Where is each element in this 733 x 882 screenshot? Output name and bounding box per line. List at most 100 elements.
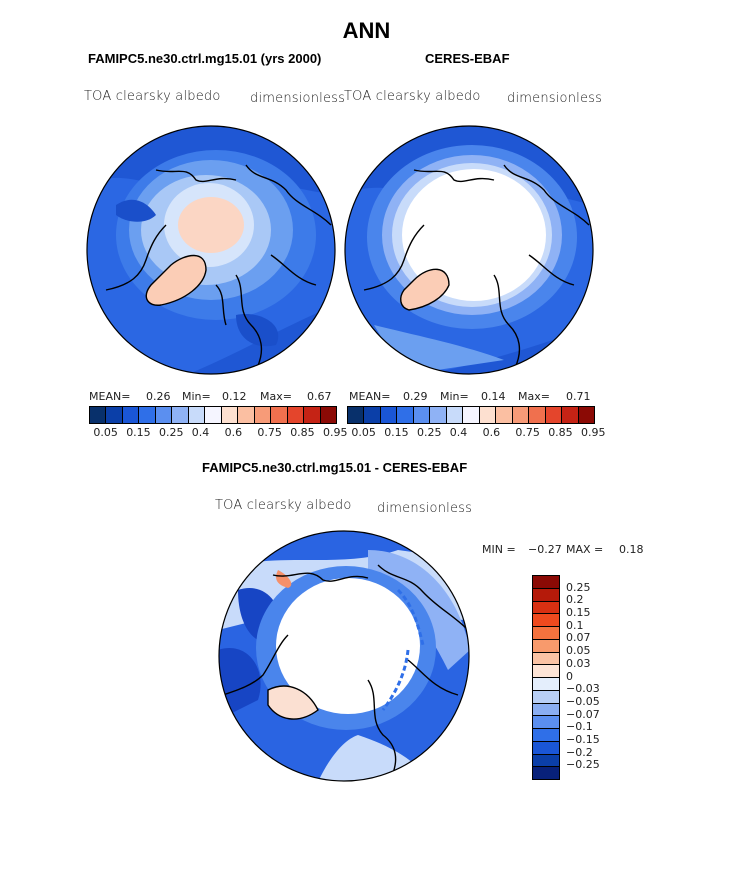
colorbar-tick-label: −0.07	[566, 707, 600, 721]
colorbar-swatch	[287, 407, 305, 423]
diff-units-label: dimensionless	[377, 501, 473, 516]
colorbar-tick-label: −0.1	[566, 720, 593, 734]
colorbar-swatch	[397, 407, 414, 423]
model-colorbar	[89, 406, 337, 424]
obs-variable-label: TOA clearsky albedo	[344, 89, 481, 104]
page-title: ANN	[342, 18, 391, 43]
diff-min-label: MIN =	[482, 543, 516, 556]
obs-min-value: 0.14	[481, 390, 506, 403]
colorbar-swatch	[533, 639, 559, 653]
colorbar-swatch	[533, 665, 559, 678]
colorbar-tick-label: 0.75	[515, 426, 540, 439]
colorbar-swatch	[463, 407, 480, 423]
colorbar-tick-label: 0.85	[548, 426, 573, 439]
colorbar-swatch	[479, 407, 497, 423]
colorbar-tick-label: −0.25	[566, 758, 600, 772]
diff-max-value: 0.18	[619, 543, 644, 556]
colorbar-tick-label: 0.4	[191, 426, 210, 439]
colorbar-tick-label: −0.15	[566, 732, 600, 746]
colorbar-tick-label: 0.6	[224, 426, 243, 439]
colorbar-swatch	[238, 407, 255, 423]
model-mean-value: 0.26	[146, 390, 171, 403]
model-variable-label: TOA clearsky albedo	[84, 89, 221, 104]
colorbar-tick-label: 0.6	[482, 426, 501, 439]
colorbar-swatch	[533, 729, 559, 742]
model-panel-title: FAMIPC5.ne30.ctrl.mg15.01 (yrs 2000)	[88, 51, 322, 66]
colorbar-tick-label: −0.03	[566, 682, 600, 696]
colorbar-swatch	[533, 716, 559, 729]
colorbar-swatch	[446, 407, 464, 423]
diff-max-label: MAX =	[566, 543, 604, 556]
colorbar-swatch	[533, 601, 559, 615]
model-max-value: 0.67	[307, 390, 332, 403]
colorbar-swatch	[304, 407, 321, 423]
colorbar-swatch	[90, 407, 107, 423]
obs-colorbar	[347, 406, 595, 424]
colorbar-swatch	[348, 407, 365, 423]
colorbar-tick-label: 0.05	[566, 644, 591, 658]
colorbar-swatch	[380, 407, 398, 423]
colorbar-swatch	[512, 407, 530, 423]
colorbar-swatch	[106, 407, 123, 423]
obs-units-label: dimensionless	[507, 91, 603, 106]
colorbar-swatch	[254, 407, 272, 423]
colorbar-tick-label: 0.15	[126, 426, 151, 439]
colorbar-tick-label: 0.25	[159, 426, 184, 439]
obs-polar-map	[344, 125, 594, 375]
colorbar-swatch	[533, 703, 559, 717]
colorbar-swatch	[413, 407, 431, 423]
obs-max-label: Max=	[518, 390, 550, 403]
colorbar-swatch	[529, 407, 546, 423]
colorbar-swatch	[533, 614, 559, 627]
colorbar-tick-label: −0.05	[566, 694, 600, 708]
colorbar-swatch	[533, 690, 559, 704]
colorbar-swatch	[578, 407, 595, 423]
colorbar-tick-label: 0.15	[566, 606, 591, 620]
model-polar-map	[86, 125, 336, 375]
diff-min-value: −0.27	[528, 543, 562, 556]
colorbar-swatch	[533, 754, 559, 768]
colorbar-tick-label: 0.07	[566, 631, 591, 645]
model-min-label: Min=	[182, 390, 211, 403]
colorbar-swatch	[562, 407, 579, 423]
diff-polar-map	[218, 530, 470, 782]
diff-variable-label: TOA clearsky albedo	[215, 498, 352, 513]
colorbar-swatch	[533, 767, 559, 779]
colorbar-swatch	[430, 407, 447, 423]
colorbar-swatch	[271, 407, 288, 423]
colorbar-tick-label: 0.2	[566, 593, 584, 607]
colorbar-swatch	[122, 407, 140, 423]
colorbar-tick-label: 0.05	[93, 426, 118, 439]
colorbar-swatch	[364, 407, 381, 423]
colorbar-tick-label: 0	[566, 669, 573, 683]
colorbar-swatch	[533, 652, 559, 666]
colorbar-tick-label: 0.4	[449, 426, 468, 439]
colorbar-tick-label: 0.95	[323, 426, 348, 439]
model-units-label: dimensionless	[250, 91, 346, 106]
colorbar-swatch	[533, 588, 559, 602]
model-min-value: 0.12	[222, 390, 247, 403]
colorbar-swatch	[139, 407, 156, 423]
colorbar-swatch	[221, 407, 239, 423]
model-mean-label: MEAN=	[89, 390, 131, 403]
colorbar-swatch	[533, 576, 559, 589]
colorbar-tick-label: −0.2	[566, 745, 593, 759]
colorbar-swatch	[533, 678, 559, 691]
colorbar-swatch	[533, 741, 559, 755]
obs-mean-label: MEAN=	[349, 390, 391, 403]
obs-panel-title: CERES-EBAF	[425, 51, 510, 66]
colorbar-swatch	[320, 407, 337, 423]
obs-mean-value: 0.29	[403, 390, 428, 403]
colorbar-tick-label: 0.25	[566, 580, 591, 594]
colorbar-swatch	[533, 627, 559, 640]
obs-min-label: Min=	[440, 390, 469, 403]
colorbar-tick-label: 0.85	[290, 426, 315, 439]
colorbar-tick-label: 0.05	[351, 426, 376, 439]
colorbar-tick-label: 0.03	[566, 656, 591, 670]
colorbar-tick-label: 0.15	[384, 426, 409, 439]
diff-panel-title: FAMIPC5.ne30.ctrl.mg15.01 - CERES-EBAF	[202, 460, 468, 475]
colorbar-swatch	[155, 407, 173, 423]
colorbar-tick-label: 0.25	[417, 426, 442, 439]
colorbar-tick-label: 0.95	[581, 426, 606, 439]
colorbar-swatch	[205, 407, 222, 423]
